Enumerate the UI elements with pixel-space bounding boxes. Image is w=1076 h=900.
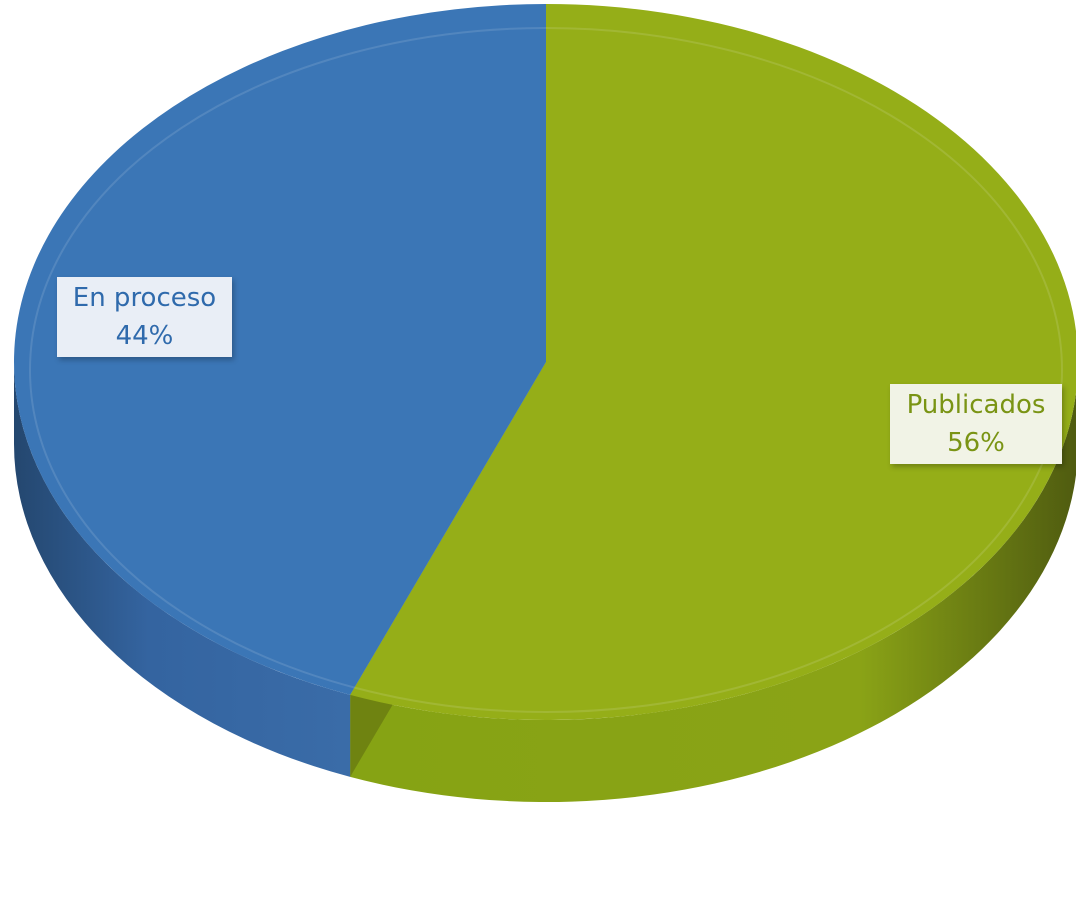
pie-side-publicados — [350, 392, 1076, 802]
slice-label-en-proceso-value: 44% — [115, 321, 174, 351]
pie-slice-en-proceso — [13, 4, 547, 695]
pie-side-en-proceso — [14, 362, 351, 777]
pie-slice-publicados — [350, 4, 1076, 720]
pie-tops — [13, 4, 1076, 720]
slice-label-en-proceso: En proceso 44% — [57, 277, 232, 357]
slice-label-en-proceso-name: En proceso — [72, 283, 217, 313]
slice-label-publicados-value: 56% — [947, 428, 1005, 458]
slice-label-publicados-name: Publicados — [906, 390, 1046, 420]
pie-bevel-ring — [29, 27, 1063, 713]
slice-label-publicados: Publicados 56% — [890, 384, 1062, 464]
